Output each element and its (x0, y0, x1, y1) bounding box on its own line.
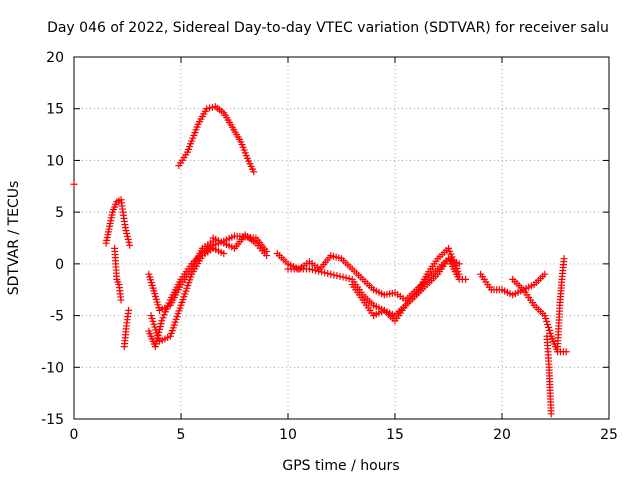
data-point (159, 314, 167, 322)
plot-frame (73, 56, 610, 420)
series-arc-c (145, 237, 217, 314)
y-tick-label: 10 (46, 153, 64, 169)
data-point (263, 252, 271, 260)
y-tick-label: 5 (55, 205, 64, 221)
data-point (158, 317, 166, 325)
series-isolated (70, 180, 78, 188)
y-tick-label: 20 (46, 50, 64, 66)
data-points (70, 103, 570, 418)
series-arc-k (554, 255, 568, 351)
series-arc-j (543, 332, 555, 418)
data-point (327, 270, 335, 278)
data-point (544, 320, 552, 328)
data-point (321, 269, 329, 277)
data-point (455, 260, 463, 268)
data-point (542, 315, 550, 323)
x-tick-label: 0 (70, 427, 79, 443)
data-point (126, 241, 134, 249)
series-arc-early-3 (120, 306, 133, 351)
series-arc-h (477, 270, 549, 299)
series-arc-early-1 (102, 196, 134, 249)
y-tick-label: -5 (50, 309, 64, 325)
data-point (547, 410, 555, 418)
data-point (541, 270, 549, 278)
series-arc-early-2 (111, 244, 125, 304)
data-point (462, 275, 470, 283)
data-point (305, 265, 313, 273)
y-tick-label: -10 (41, 360, 64, 376)
grid (74, 57, 609, 419)
y-tick-label: -15 (41, 412, 64, 428)
x-tick-label: 15 (386, 427, 404, 443)
data-point (160, 311, 168, 319)
data-point (333, 272, 341, 280)
data-point (455, 270, 463, 278)
data-point (541, 312, 549, 320)
tick-labels: 0 5 10 15 20 25 -15 -10 -5 0 5 10 15 20 (41, 50, 618, 443)
data-point (125, 306, 133, 314)
y-axis-label: SDTVAR / TECUs (6, 181, 22, 296)
data-point (342, 274, 350, 282)
x-tick-label: 10 (279, 427, 297, 443)
data-point (324, 269, 332, 277)
data-point (330, 271, 338, 279)
data-point (545, 326, 553, 334)
data-point (345, 275, 353, 283)
data-point (336, 272, 344, 280)
data-point (562, 348, 570, 356)
x-tick-label: 5 (177, 427, 186, 443)
axis-ticks (73, 56, 610, 420)
series-arc-d (209, 231, 271, 260)
data-point (117, 296, 125, 304)
data-point (312, 267, 320, 275)
x-tick-label: 20 (493, 427, 511, 443)
series-arc-upper-peak (175, 103, 258, 176)
y-tick-label: 0 (55, 257, 64, 273)
y-tick-label: 15 (46, 102, 64, 118)
data-point (220, 250, 228, 258)
data-point (544, 323, 552, 331)
data-point (546, 329, 554, 337)
data-point (70, 180, 78, 188)
series-arc-b (147, 244, 228, 345)
series-arc-g (348, 244, 463, 325)
data-point (543, 317, 551, 325)
data-point (250, 168, 258, 176)
chart-title: Day 046 of 2022, Sidereal Day-to-day VTE… (47, 20, 609, 36)
x-axis-label: GPS time / hours (282, 458, 399, 474)
x-tick-label: 25 (600, 427, 618, 443)
data-point (560, 255, 568, 263)
data-point (339, 273, 347, 281)
data-point (318, 268, 326, 276)
data-point (308, 266, 316, 274)
data-point (315, 267, 323, 275)
